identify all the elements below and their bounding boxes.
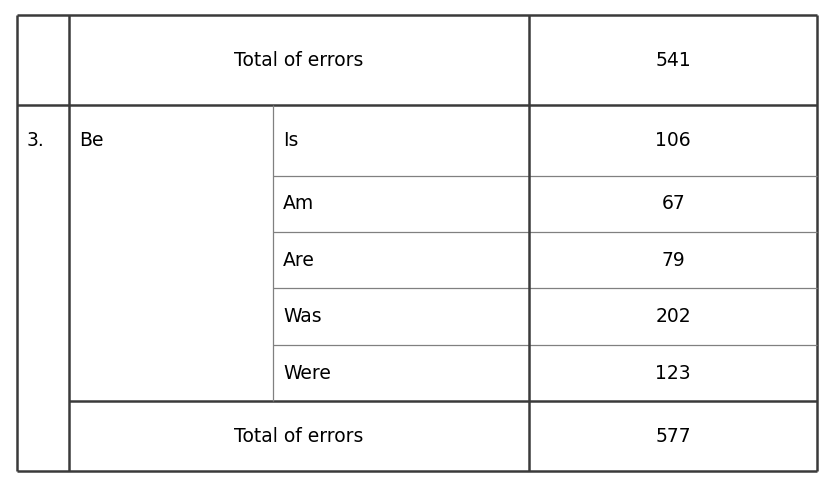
Text: 67: 67 [661,194,685,213]
Text: 123: 123 [656,364,691,382]
Text: 3.: 3. [27,131,44,150]
Text: Is: Is [283,131,299,150]
Text: 577: 577 [656,427,691,446]
Text: Be: Be [78,131,103,150]
Text: 79: 79 [661,251,685,270]
Text: Were: Were [283,364,331,382]
Text: Total of errors: Total of errors [234,51,364,69]
Text: 106: 106 [656,131,691,150]
Text: 541: 541 [656,51,691,69]
Text: Total of errors: Total of errors [234,427,364,446]
Text: Am: Am [283,194,314,213]
Text: Are: Are [283,251,314,270]
Text: 202: 202 [656,307,691,326]
Text: Was: Was [283,307,322,326]
